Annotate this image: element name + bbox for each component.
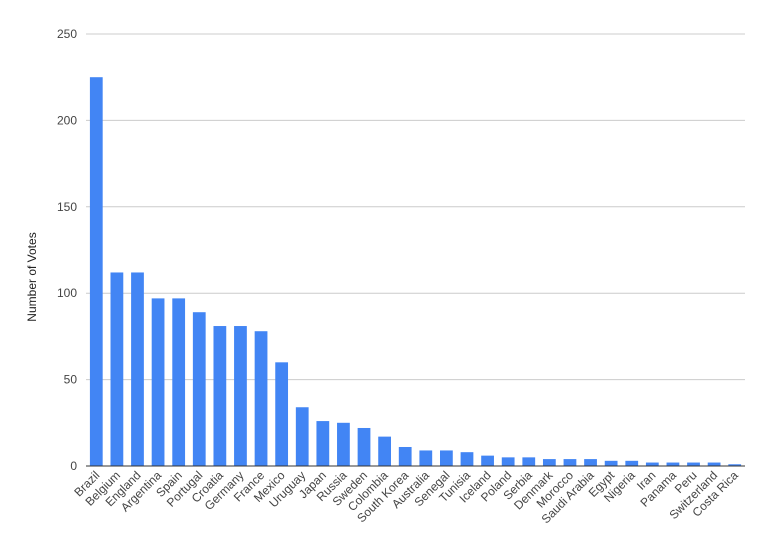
bar-saudi-arabia <box>584 459 597 466</box>
bar-morocco <box>563 459 577 466</box>
bar-panama <box>666 462 680 466</box>
bar-south-korea <box>398 446 412 466</box>
y-tick-label: 50 <box>64 373 78 387</box>
bar-croatia <box>213 326 227 466</box>
bar-iceland <box>481 455 494 466</box>
bar-colombia <box>378 436 391 466</box>
bar-serbia <box>522 457 536 466</box>
bar-egypt <box>604 460 618 466</box>
bar-nigeria <box>625 460 639 466</box>
y-tick-label: 200 <box>57 113 77 127</box>
bar-iran <box>645 462 659 466</box>
bar-costa-rica <box>728 464 742 466</box>
bar-switzerland <box>707 462 721 466</box>
y-tick-label: 0 <box>70 459 77 473</box>
bar-argentina <box>151 298 165 466</box>
bar-russia <box>337 422 350 466</box>
bar-france <box>254 331 268 466</box>
bar-england <box>131 272 144 466</box>
bar-denmark <box>542 459 556 466</box>
bars <box>86 77 745 467</box>
x-axis-labels: BrazilBelgiumEnglandArgentinaSpainPortug… <box>71 468 741 527</box>
bar-senegal <box>440 450 453 466</box>
bar-belgium <box>110 272 124 466</box>
y-tick-label: 100 <box>57 286 77 300</box>
bar-spain <box>172 298 186 466</box>
y-axis-title: Number of Votes <box>25 232 39 321</box>
bar-uruguay <box>295 407 309 466</box>
bar-tunisia <box>460 452 474 466</box>
bar-mexico <box>275 362 289 466</box>
bar-peru <box>687 462 700 466</box>
bar-japan <box>316 421 330 466</box>
bar-sweden <box>357 427 371 466</box>
y-tick-label: 150 <box>57 200 77 214</box>
bar-poland <box>501 457 515 466</box>
bar-germany <box>234 326 247 466</box>
y-tick-label: 250 <box>57 27 77 41</box>
y-axis-ticks: 0 50 100 150 200 250 <box>57 27 77 473</box>
bar-brazil <box>89 77 103 466</box>
bar-portugal <box>192 312 206 466</box>
bar-australia <box>419 450 433 466</box>
